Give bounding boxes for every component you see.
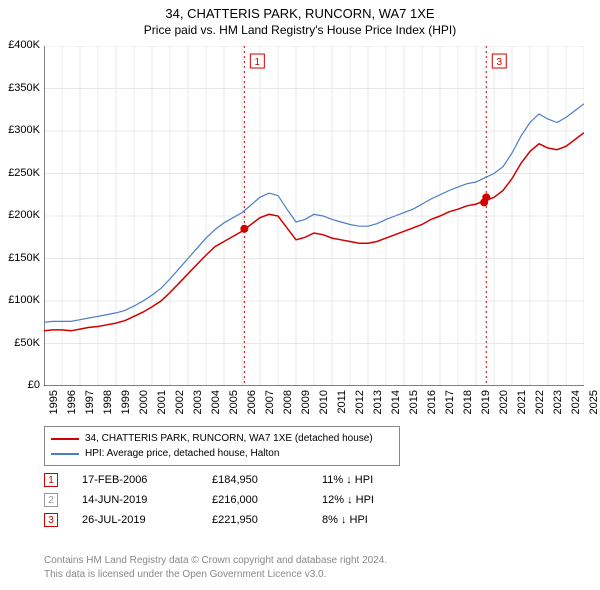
x-tick-label: 2000 <box>138 390 150 420</box>
x-tick-label: 2018 <box>462 390 474 420</box>
x-tick-label: 2015 <box>408 390 420 420</box>
legend-item: HPI: Average price, detached house, Halt… <box>51 446 393 461</box>
sale-date: 26-JUL-2019 <box>82 514 212 526</box>
x-tick-label: 1999 <box>120 390 132 420</box>
x-tick-label: 1995 <box>48 390 60 420</box>
sale-marker: 3 <box>44 513 58 527</box>
x-tick-label: 1998 <box>102 390 114 420</box>
footer-attribution: Contains HM Land Registry data © Crown c… <box>44 554 387 582</box>
x-tick-label: 1997 <box>84 390 96 420</box>
x-tick-label: 2007 <box>264 390 276 420</box>
x-tick-label: 2004 <box>210 390 222 420</box>
legend-label: HPI: Average price, detached house, Halt… <box>85 446 279 461</box>
sale-pct: 11% ↓ HPI <box>322 474 402 486</box>
x-tick-label: 2012 <box>354 390 366 420</box>
x-tick-label: 2024 <box>570 390 582 420</box>
x-tick-label: 2021 <box>516 390 528 420</box>
line-chart-svg: 13 <box>44 46 584 386</box>
x-tick-label: 2002 <box>174 390 186 420</box>
titles: 34, CHATTERIS PARK, RUNCORN, WA7 1XE Pri… <box>0 0 600 37</box>
sale-pct: 8% ↓ HPI <box>322 514 402 526</box>
y-tick-label: £100K <box>0 294 40 306</box>
y-tick-label: £200K <box>0 209 40 221</box>
sales-table: 1 17-FEB-2006£184,95011% ↓ HPI 2 14-JUN-201… <box>44 470 402 530</box>
sale-row: 2 14-JUN-2019£216,00012% ↓ HPI <box>44 490 402 510</box>
x-tick-label: 2011 <box>336 390 348 420</box>
x-tick-label: 2025 <box>588 390 600 420</box>
x-tick-label: 2010 <box>318 390 330 420</box>
sale-date: 14-JUN-2019 <box>82 494 212 506</box>
y-tick-label: £50K <box>0 337 40 349</box>
x-tick-label: 2020 <box>498 390 510 420</box>
x-tick-label: 2022 <box>534 390 546 420</box>
legend: 34, CHATTERIS PARK, RUNCORN, WA7 1XE (de… <box>44 426 400 466</box>
y-tick-label: £400K <box>0 39 40 51</box>
x-tick-label: 2019 <box>480 390 492 420</box>
sale-price: £216,000 <box>212 494 322 506</box>
legend-item: 34, CHATTERIS PARK, RUNCORN, WA7 1XE (de… <box>51 431 393 446</box>
sale-marker: 2 <box>44 493 58 507</box>
sale-row: 3 26-JUL-2019£221,9508% ↓ HPI <box>44 510 402 530</box>
x-tick-label: 2006 <box>246 390 258 420</box>
sale-date: 17-FEB-2006 <box>82 474 212 486</box>
x-tick-label: 2016 <box>426 390 438 420</box>
x-tick-label: 2005 <box>228 390 240 420</box>
x-tick-label: 1996 <box>66 390 78 420</box>
legend-label: 34, CHATTERIS PARK, RUNCORN, WA7 1XE (de… <box>85 431 373 446</box>
sale-price: £184,950 <box>212 474 322 486</box>
sale-price: £221,950 <box>212 514 322 526</box>
svg-text:1: 1 <box>255 57 261 68</box>
chart-title-address: 34, CHATTERIS PARK, RUNCORN, WA7 1XE <box>0 6 600 21</box>
plot-area: 13 <box>44 46 584 386</box>
x-tick-label: 2009 <box>300 390 312 420</box>
sale-marker: 1 <box>44 473 58 487</box>
legend-swatch <box>51 438 79 440</box>
x-tick-label: 2013 <box>372 390 384 420</box>
y-tick-label: £300K <box>0 124 40 136</box>
sale-row: 1 17-FEB-2006£184,95011% ↓ HPI <box>44 470 402 490</box>
x-tick-label: 2017 <box>444 390 456 420</box>
x-tick-label: 2001 <box>156 390 168 420</box>
footer-line-1: Contains HM Land Registry data © Crown c… <box>44 554 387 568</box>
legend-swatch <box>51 453 79 455</box>
chart-container: 34, CHATTERIS PARK, RUNCORN, WA7 1XE Pri… <box>0 0 600 590</box>
y-tick-label: £250K <box>0 167 40 179</box>
x-tick-label: 2023 <box>552 390 564 420</box>
y-tick-label: £150K <box>0 252 40 264</box>
chart-subtitle: Price paid vs. HM Land Registry's House … <box>0 23 600 37</box>
sale-pct: 12% ↓ HPI <box>322 494 402 506</box>
x-tick-label: 2008 <box>282 390 294 420</box>
y-tick-label: £0 <box>0 379 40 391</box>
x-tick-label: 2003 <box>192 390 204 420</box>
x-tick-label: 2014 <box>390 390 402 420</box>
footer-line-2: This data is licensed under the Open Gov… <box>44 568 387 582</box>
y-tick-label: £350K <box>0 82 40 94</box>
svg-text:3: 3 <box>496 57 502 68</box>
